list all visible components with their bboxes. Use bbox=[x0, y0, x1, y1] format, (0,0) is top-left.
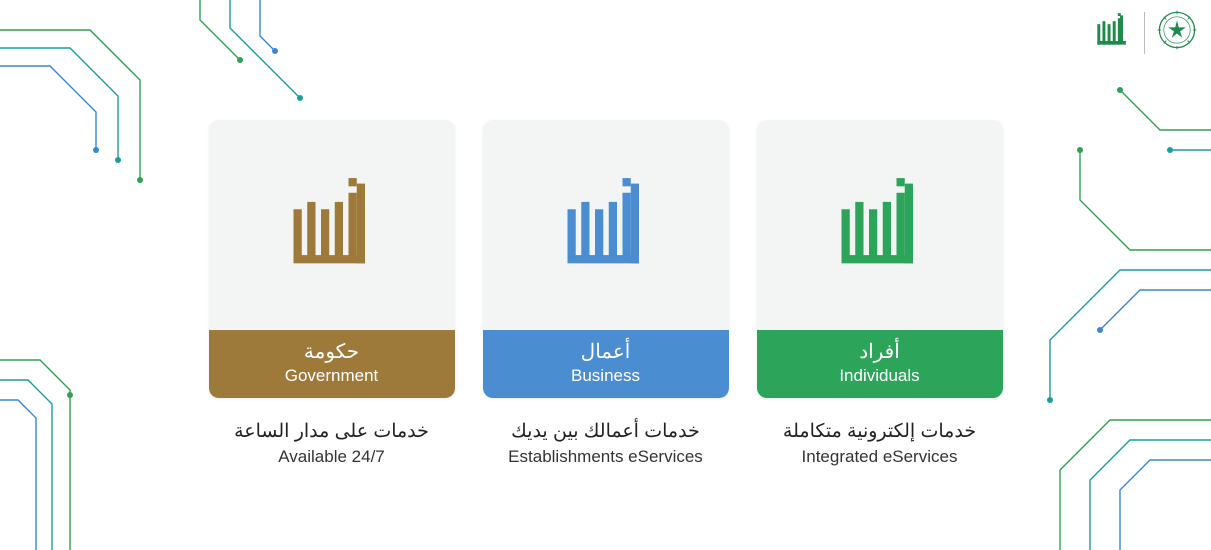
card-title-band: أفراد Individuals bbox=[757, 330, 1003, 398]
card-icon-area bbox=[483, 120, 729, 330]
caption-en: Available 24/7 bbox=[234, 447, 429, 467]
caption-en: Integrated eServices bbox=[783, 447, 976, 467]
card-icon-area bbox=[209, 120, 455, 330]
caption-ar: خدمات على مدار الساعة bbox=[234, 420, 429, 443]
card-individuals[interactable]: أفراد Individuals bbox=[757, 120, 1003, 398]
caption-en: Establishments eServices bbox=[508, 447, 703, 467]
absher-card-icon bbox=[551, 163, 661, 288]
service-cards-row: حكومة Government خدمات على مدار الساعة A… bbox=[0, 120, 1211, 467]
absher-logo-icon bbox=[1090, 8, 1134, 57]
card-col-government: حكومة Government خدمات على مدار الساعة A… bbox=[209, 120, 455, 467]
moi-emblem-icon bbox=[1155, 8, 1199, 57]
card-title-ar: أعمال bbox=[491, 340, 721, 364]
card-col-individuals: أفراد Individuals خدمات إلكترونية متكامل… bbox=[757, 120, 1003, 467]
absher-card-icon bbox=[825, 163, 935, 288]
card-caption: خدمات أعمالك بين يديك Establishments eSe… bbox=[508, 420, 703, 467]
caption-ar: خدمات إلكترونية متكاملة bbox=[783, 420, 976, 443]
card-government[interactable]: حكومة Government bbox=[209, 120, 455, 398]
header-logos bbox=[1090, 8, 1199, 57]
card-caption: خدمات على مدار الساعة Available 24/7 bbox=[234, 420, 429, 467]
card-col-business: أعمال Business خدمات أعمالك بين يديك Est… bbox=[483, 120, 729, 467]
card-title-ar: أفراد bbox=[765, 340, 995, 364]
card-title-en: Individuals bbox=[765, 366, 995, 386]
card-title-en: Government bbox=[217, 366, 447, 386]
card-business[interactable]: أعمال Business bbox=[483, 120, 729, 398]
header-divider bbox=[1144, 12, 1145, 54]
card-title-en: Business bbox=[491, 366, 721, 386]
card-title-band: أعمال Business bbox=[483, 330, 729, 398]
card-caption: خدمات إلكترونية متكاملة Integrated eServ… bbox=[783, 420, 976, 467]
card-title-ar: حكومة bbox=[217, 340, 447, 364]
card-title-band: حكومة Government bbox=[209, 330, 455, 398]
card-icon-area bbox=[757, 120, 1003, 330]
caption-ar: خدمات أعمالك بين يديك bbox=[508, 420, 703, 443]
absher-card-icon bbox=[277, 163, 387, 288]
